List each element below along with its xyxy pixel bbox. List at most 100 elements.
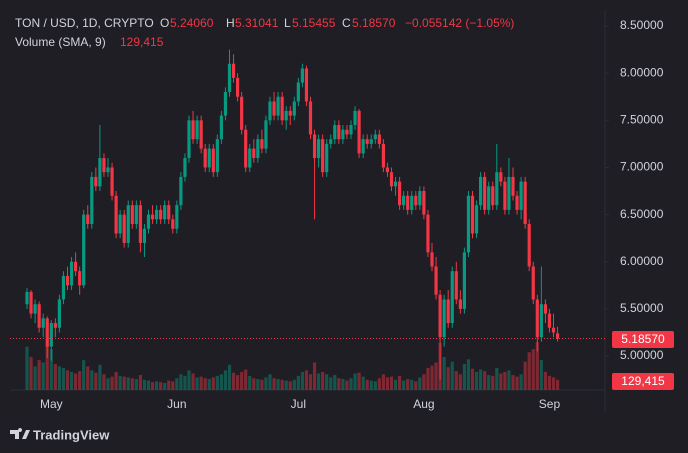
- volume-bar: [312, 362, 317, 390]
- candle-body: [37, 304, 41, 328]
- candle-body: [150, 214, 155, 220]
- candle-body: [171, 219, 175, 229]
- logo-icon: [10, 428, 30, 439]
- candle-body: [450, 271, 454, 324]
- volume-bar: [422, 374, 426, 390]
- volume-bar: [280, 379, 284, 390]
- volume-tag-label: 129,415: [621, 374, 665, 388]
- volume-bar: [365, 379, 369, 390]
- candle-body: [90, 176, 94, 225]
- y-tick-label: 6.00000: [620, 254, 664, 268]
- candle-body: [118, 214, 122, 234]
- volume-bar: [199, 376, 203, 390]
- volume-bar: [292, 379, 296, 390]
- volume-bar: [33, 366, 37, 390]
- y-tick-label: 6.50000: [620, 207, 664, 221]
- volume-bar: [406, 378, 410, 390]
- volume-bar: [527, 352, 531, 390]
- candle-body: [442, 299, 446, 338]
- logo[interactable]: TradingView: [10, 427, 110, 442]
- candle-body: [317, 139, 321, 159]
- candle-body: [126, 205, 130, 243]
- price-tag: [612, 331, 674, 348]
- volume-bar: [227, 364, 232, 390]
- volume-bar: [45, 343, 49, 390]
- volume-bar: [555, 379, 560, 390]
- candle-body: [361, 139, 365, 154]
- volume-bar: [296, 375, 300, 390]
- candle-body: [227, 63, 232, 93]
- volume-bar: [288, 381, 292, 390]
- candle-body: [236, 77, 240, 97]
- c-label: C: [342, 16, 351, 30]
- candle-body: [462, 252, 466, 309]
- volume-bar: [434, 362, 438, 390]
- volume-bar: [389, 376, 394, 390]
- volume-bar: [114, 371, 118, 390]
- volume-bar: [110, 376, 114, 390]
- candle-body: [531, 266, 535, 300]
- volume-bar: [462, 364, 466, 390]
- volume-bar: [426, 367, 430, 390]
- volume-bar: [357, 372, 361, 390]
- candle-body: [333, 125, 337, 140]
- x-tick-label: Jul: [291, 397, 306, 411]
- candle-body: [33, 304, 37, 314]
- candle-body: [53, 323, 57, 328]
- candle-body: [406, 195, 410, 210]
- volume-bar: [37, 360, 41, 390]
- volume-bar: [191, 373, 195, 390]
- candle-body: [252, 148, 256, 159]
- y-tick-label: 8.50000: [620, 18, 664, 32]
- o-label: O: [160, 16, 169, 30]
- candle-body: [207, 148, 211, 168]
- volume-bar: [118, 375, 122, 390]
- candle-body: [78, 271, 82, 286]
- candle-body: [187, 120, 191, 159]
- volume-bar: [495, 367, 499, 390]
- volume-bar: [78, 371, 82, 390]
- candle-body: [365, 139, 369, 144]
- volume-bar: [418, 377, 422, 390]
- volume-bar: [300, 371, 304, 390]
- volume-bar: [211, 377, 215, 390]
- candle-body: [329, 139, 333, 144]
- candle-body: [507, 176, 511, 210]
- volume-bar: [203, 378, 207, 390]
- candle-body: [86, 214, 90, 225]
- high-value: 5.31041: [235, 16, 279, 30]
- volume-bar: [146, 380, 151, 390]
- candle-body: [551, 327, 556, 333]
- volume-bar: [450, 361, 454, 390]
- volume-bar: [402, 380, 406, 390]
- volume-bar: [543, 371, 547, 390]
- volume-bar: [470, 368, 475, 390]
- candle-body: [74, 261, 78, 272]
- candle-body: [304, 68, 309, 102]
- candle-body: [499, 172, 503, 182]
- x-tick-label: Sep: [539, 397, 561, 411]
- volume-bar: [503, 371, 507, 390]
- brand: TradingView: [33, 427, 110, 442]
- candle-body: [167, 205, 171, 220]
- candle-body: [45, 318, 49, 347]
- candle-body: [308, 101, 313, 135]
- candle-body: [264, 120, 268, 149]
- candle-body: [260, 139, 264, 149]
- candle-body: [410, 195, 414, 210]
- volume-bar: [53, 364, 57, 390]
- volume-bar: [369, 380, 373, 390]
- candle-body: [373, 134, 377, 140]
- candle-body: [268, 101, 272, 121]
- volume-bar: [317, 373, 321, 390]
- volume-bar: [126, 377, 130, 390]
- volume-bar: [179, 374, 183, 390]
- volume-title: Volume (SMA, 9): [15, 35, 106, 49]
- volume-bar: [106, 378, 110, 390]
- candle-body: [244, 129, 248, 168]
- volume-bar: [341, 378, 345, 390]
- candle-body: [276, 96, 280, 116]
- volume-bar: [349, 378, 353, 390]
- candle-body: [418, 191, 422, 206]
- volume-bar: [215, 375, 219, 390]
